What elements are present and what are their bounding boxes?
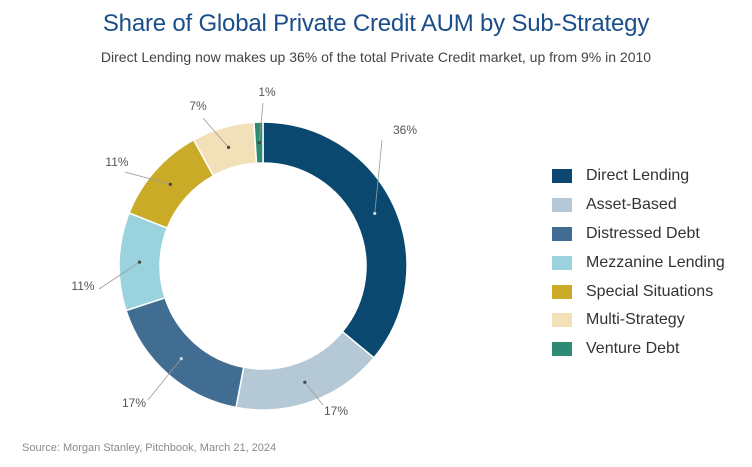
leader-line	[124, 171, 171, 185]
slice-asset-based	[235, 330, 376, 411]
data-label: 11%	[105, 155, 128, 169]
legend-label: Distressed Debt	[586, 224, 700, 242]
data-label: 17%	[122, 396, 146, 410]
legend-label: Special Situations	[586, 282, 714, 300]
slice-mezzanine-lending	[118, 212, 169, 312]
legend-label: Asset-Based	[586, 196, 677, 214]
legend-swatch	[552, 198, 572, 213]
slice-direct-lending	[262, 121, 408, 359]
source-note: Source: Morgan Stanley, Pitchbook, March…	[22, 442, 277, 454]
legend-item: Venture Debt	[552, 335, 725, 364]
legend-item: Special Situations	[552, 277, 725, 306]
chart-subtitle: Direct Lending now makes up 36% of the t…	[100, 49, 652, 65]
leader-line	[304, 381, 324, 406]
legend-label: Multi-Strategy	[586, 311, 685, 329]
legend-item: Direct Lending	[552, 162, 725, 191]
legend-swatch	[552, 226, 572, 241]
legend-item: Asset-Based	[552, 191, 725, 220]
leader-dot	[257, 140, 261, 145]
data-label: 11%	[71, 279, 94, 293]
leader-line	[202, 117, 229, 148]
leader-line	[98, 261, 140, 290]
leader-dot	[303, 380, 307, 384]
data-label: 36%	[393, 123, 417, 137]
chart-title: Share of Global Private Credit AUM by Su…	[102, 10, 650, 37]
data-label: 7%	[189, 99, 207, 113]
data-label: 1%	[258, 85, 276, 99]
leader-line	[258, 102, 264, 143]
legend-swatch	[552, 313, 572, 328]
leader-dot	[137, 260, 142, 264]
legend-swatch	[552, 255, 572, 270]
legend-swatch	[552, 342, 572, 357]
data-label: 17%	[324, 404, 348, 418]
leader-line	[374, 139, 383, 214]
slice-distressed-debt	[125, 296, 245, 409]
leader-dot	[226, 145, 231, 150]
legend-item: Multi-Strategy	[552, 306, 725, 335]
legend-swatch	[552, 169, 572, 184]
legend-label: Direct Lending	[586, 167, 690, 185]
legend-swatch	[552, 284, 572, 299]
leader-line	[147, 358, 182, 401]
legend-item: Mezzanine Lending	[552, 248, 725, 277]
legend: Direct Lending Asset-Based Distressed Debt…	[552, 162, 725, 364]
leader-dot	[179, 357, 183, 361]
leader-dot	[373, 211, 377, 216]
leader-dot	[168, 182, 172, 186]
legend-label: Mezzanine Lending	[586, 253, 725, 271]
legend-item: Distressed Debt	[552, 220, 725, 249]
legend-label: Venture Debt	[586, 340, 680, 358]
